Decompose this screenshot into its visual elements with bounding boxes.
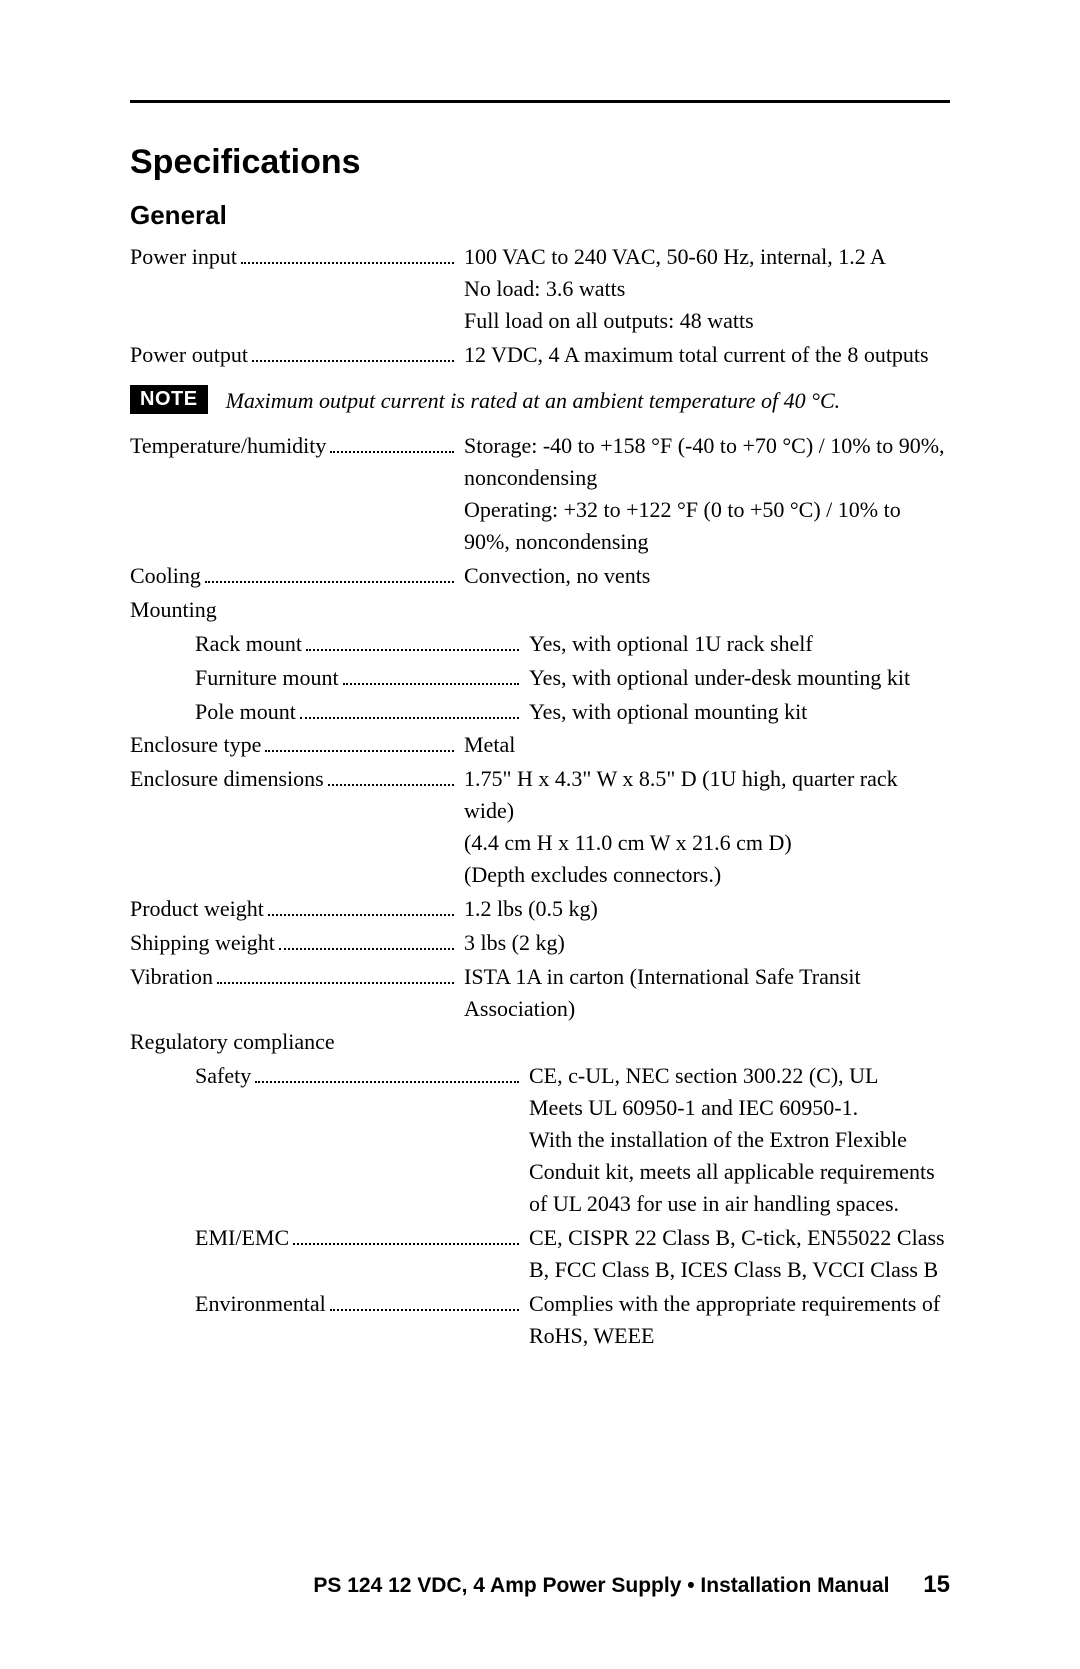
spec-label-wrap: Enclosure dimensions (130, 763, 460, 795)
spec-label: Safety (195, 1060, 251, 1092)
spec-label-wrap: Power input (130, 241, 460, 273)
spec-label: Environmental (195, 1288, 326, 1320)
spec-value: Yes, with optional under-desk mounting k… (525, 662, 950, 694)
spec-block-1: Power input 100 VAC to 240 VAC, 50-60 Hz,… (130, 241, 950, 371)
spec-label: Furniture mount (195, 662, 339, 694)
spec-value: Convection, no vents (460, 560, 950, 592)
spec-row: Product weight 1.2 lbs (0.5 kg) (130, 893, 950, 925)
spec-row: Power output 12 VDC, 4 A maximum total cu… (130, 339, 950, 371)
leader-dots (268, 894, 454, 916)
spec-value: Storage: -40 to +158 °F (-40 to +70 °C) … (460, 430, 950, 558)
spec-value: 100 VAC to 240 VAC, 50-60 Hz, internal, … (460, 241, 950, 337)
section-heading: General (130, 200, 950, 231)
spec-label-wrap: Cooling (130, 560, 460, 592)
spec-label: Enclosure type (130, 729, 261, 761)
spec-label: Vibration (130, 961, 213, 993)
spec-label-wrap: Furniture mount (130, 662, 525, 694)
spec-label: Power output (130, 339, 248, 371)
spec-label-wrap: Power output (130, 339, 460, 371)
spec-value: Complies with the appropriate requiremen… (525, 1288, 950, 1352)
page: Specifications General Power input 100 VA… (0, 0, 1080, 1669)
leader-dots (300, 697, 519, 719)
spec-label: Power input (130, 241, 237, 273)
spec-label-wrap: Safety (130, 1060, 525, 1092)
leader-dots (255, 1062, 519, 1084)
spec-row: Enclosure type Metal (130, 729, 950, 761)
footer: PS 124 12 VDC, 4 Amp Power Supply • Inst… (130, 1571, 950, 1599)
spec-value: Yes, with optional 1U rack shelf (525, 628, 950, 660)
spec-value: CE, CISPR 22 Class B, C-tick, EN55022 Cl… (525, 1222, 950, 1286)
spec-label: Temperature/humidity (130, 430, 326, 462)
spec-label-wrap: EMI/EMC (130, 1222, 525, 1254)
leader-dots (306, 629, 519, 651)
leader-dots (328, 765, 454, 787)
leader-dots (330, 1289, 519, 1311)
leader-dots (265, 731, 454, 753)
leader-dots (279, 928, 454, 950)
spec-value: Metal (460, 729, 950, 761)
spec-row: Shipping weight 3 lbs (2 kg) (130, 927, 950, 959)
spec-value: 3 lbs (2 kg) (460, 927, 950, 959)
leader-dots (217, 962, 454, 984)
spec-label: Product weight (130, 893, 264, 925)
leader-dots (330, 432, 454, 454)
spec-row: Enclosure dimensions 1.75" H x 4.3" W x 8… (130, 763, 950, 891)
spec-row: Rack mount Yes, with optional 1U rack she… (130, 628, 950, 660)
spec-label: Shipping weight (130, 927, 275, 959)
spec-value: 1.2 lbs (0.5 kg) (460, 893, 950, 925)
spec-row: Furniture mount Yes, with optional under-… (130, 662, 950, 694)
spec-value: CE, c-UL, NEC section 300.22 (C), ULMeet… (525, 1060, 950, 1219)
leader-dots (241, 242, 454, 264)
spec-row: Temperature/humidity Storage: -40 to +158… (130, 430, 950, 558)
spec-label-wrap: Product weight (130, 893, 460, 925)
leader-dots (343, 663, 519, 685)
spec-subheader: Mounting (130, 594, 950, 626)
spec-label-wrap: Temperature/humidity (130, 430, 460, 462)
spec-label: Enclosure dimensions (130, 763, 324, 795)
spec-value: 12 VDC, 4 A maximum total current of the… (460, 339, 950, 371)
spec-label: EMI/EMC (195, 1222, 289, 1254)
spec-label: Cooling (130, 560, 201, 592)
spec-label-wrap: Environmental (130, 1288, 525, 1320)
leader-dots (252, 340, 454, 362)
spec-value: ISTA 1A in carton (International Safe Tr… (460, 961, 950, 1025)
spec-label-wrap: Vibration (130, 961, 460, 993)
note-row: NOTE Maximum output current is rated at … (130, 385, 950, 417)
spec-label: Rack mount (195, 628, 302, 660)
spec-row: Pole mount Yes, with optional mounting ki… (130, 696, 950, 728)
spec-row: EMI/EMC CE, CISPR 22 Class B, C-tick, EN5… (130, 1222, 950, 1286)
page-title: Specifications (130, 143, 950, 182)
spec-row: Environmental Complies with the appropria… (130, 1288, 950, 1352)
spec-row: Safety CE, c-UL, NEC section 300.22 (C), … (130, 1060, 950, 1219)
leader-dots (293, 1223, 519, 1245)
spec-subheader: Regulatory compliance (130, 1026, 950, 1058)
spec-label-wrap: Shipping weight (130, 927, 460, 959)
page-number: 15 (923, 1571, 950, 1599)
note-badge: NOTE (130, 385, 208, 414)
spec-row: Power input 100 VAC to 240 VAC, 50-60 Hz,… (130, 241, 950, 337)
spec-block-2: Temperature/humidity Storage: -40 to +158… (130, 430, 950, 1351)
spec-row: Vibration ISTA 1A in carton (Internationa… (130, 961, 950, 1025)
note-text: Maximum output current is rated at an am… (226, 385, 841, 417)
spec-label-wrap: Enclosure type (130, 729, 460, 761)
spec-row: Cooling Convection, no vents (130, 560, 950, 592)
spec-value: Yes, with optional mounting kit (525, 696, 950, 728)
spec-label: Pole mount (195, 696, 296, 728)
top-rule (130, 100, 950, 103)
leader-dots (205, 561, 454, 583)
spec-label-wrap: Rack mount (130, 628, 525, 660)
spec-label-wrap: Pole mount (130, 696, 525, 728)
footer-text: PS 124 12 VDC, 4 Amp Power Supply • Inst… (313, 1574, 889, 1597)
spec-value: 1.75" H x 4.3" W x 8.5" D (1U high, quar… (460, 763, 950, 891)
